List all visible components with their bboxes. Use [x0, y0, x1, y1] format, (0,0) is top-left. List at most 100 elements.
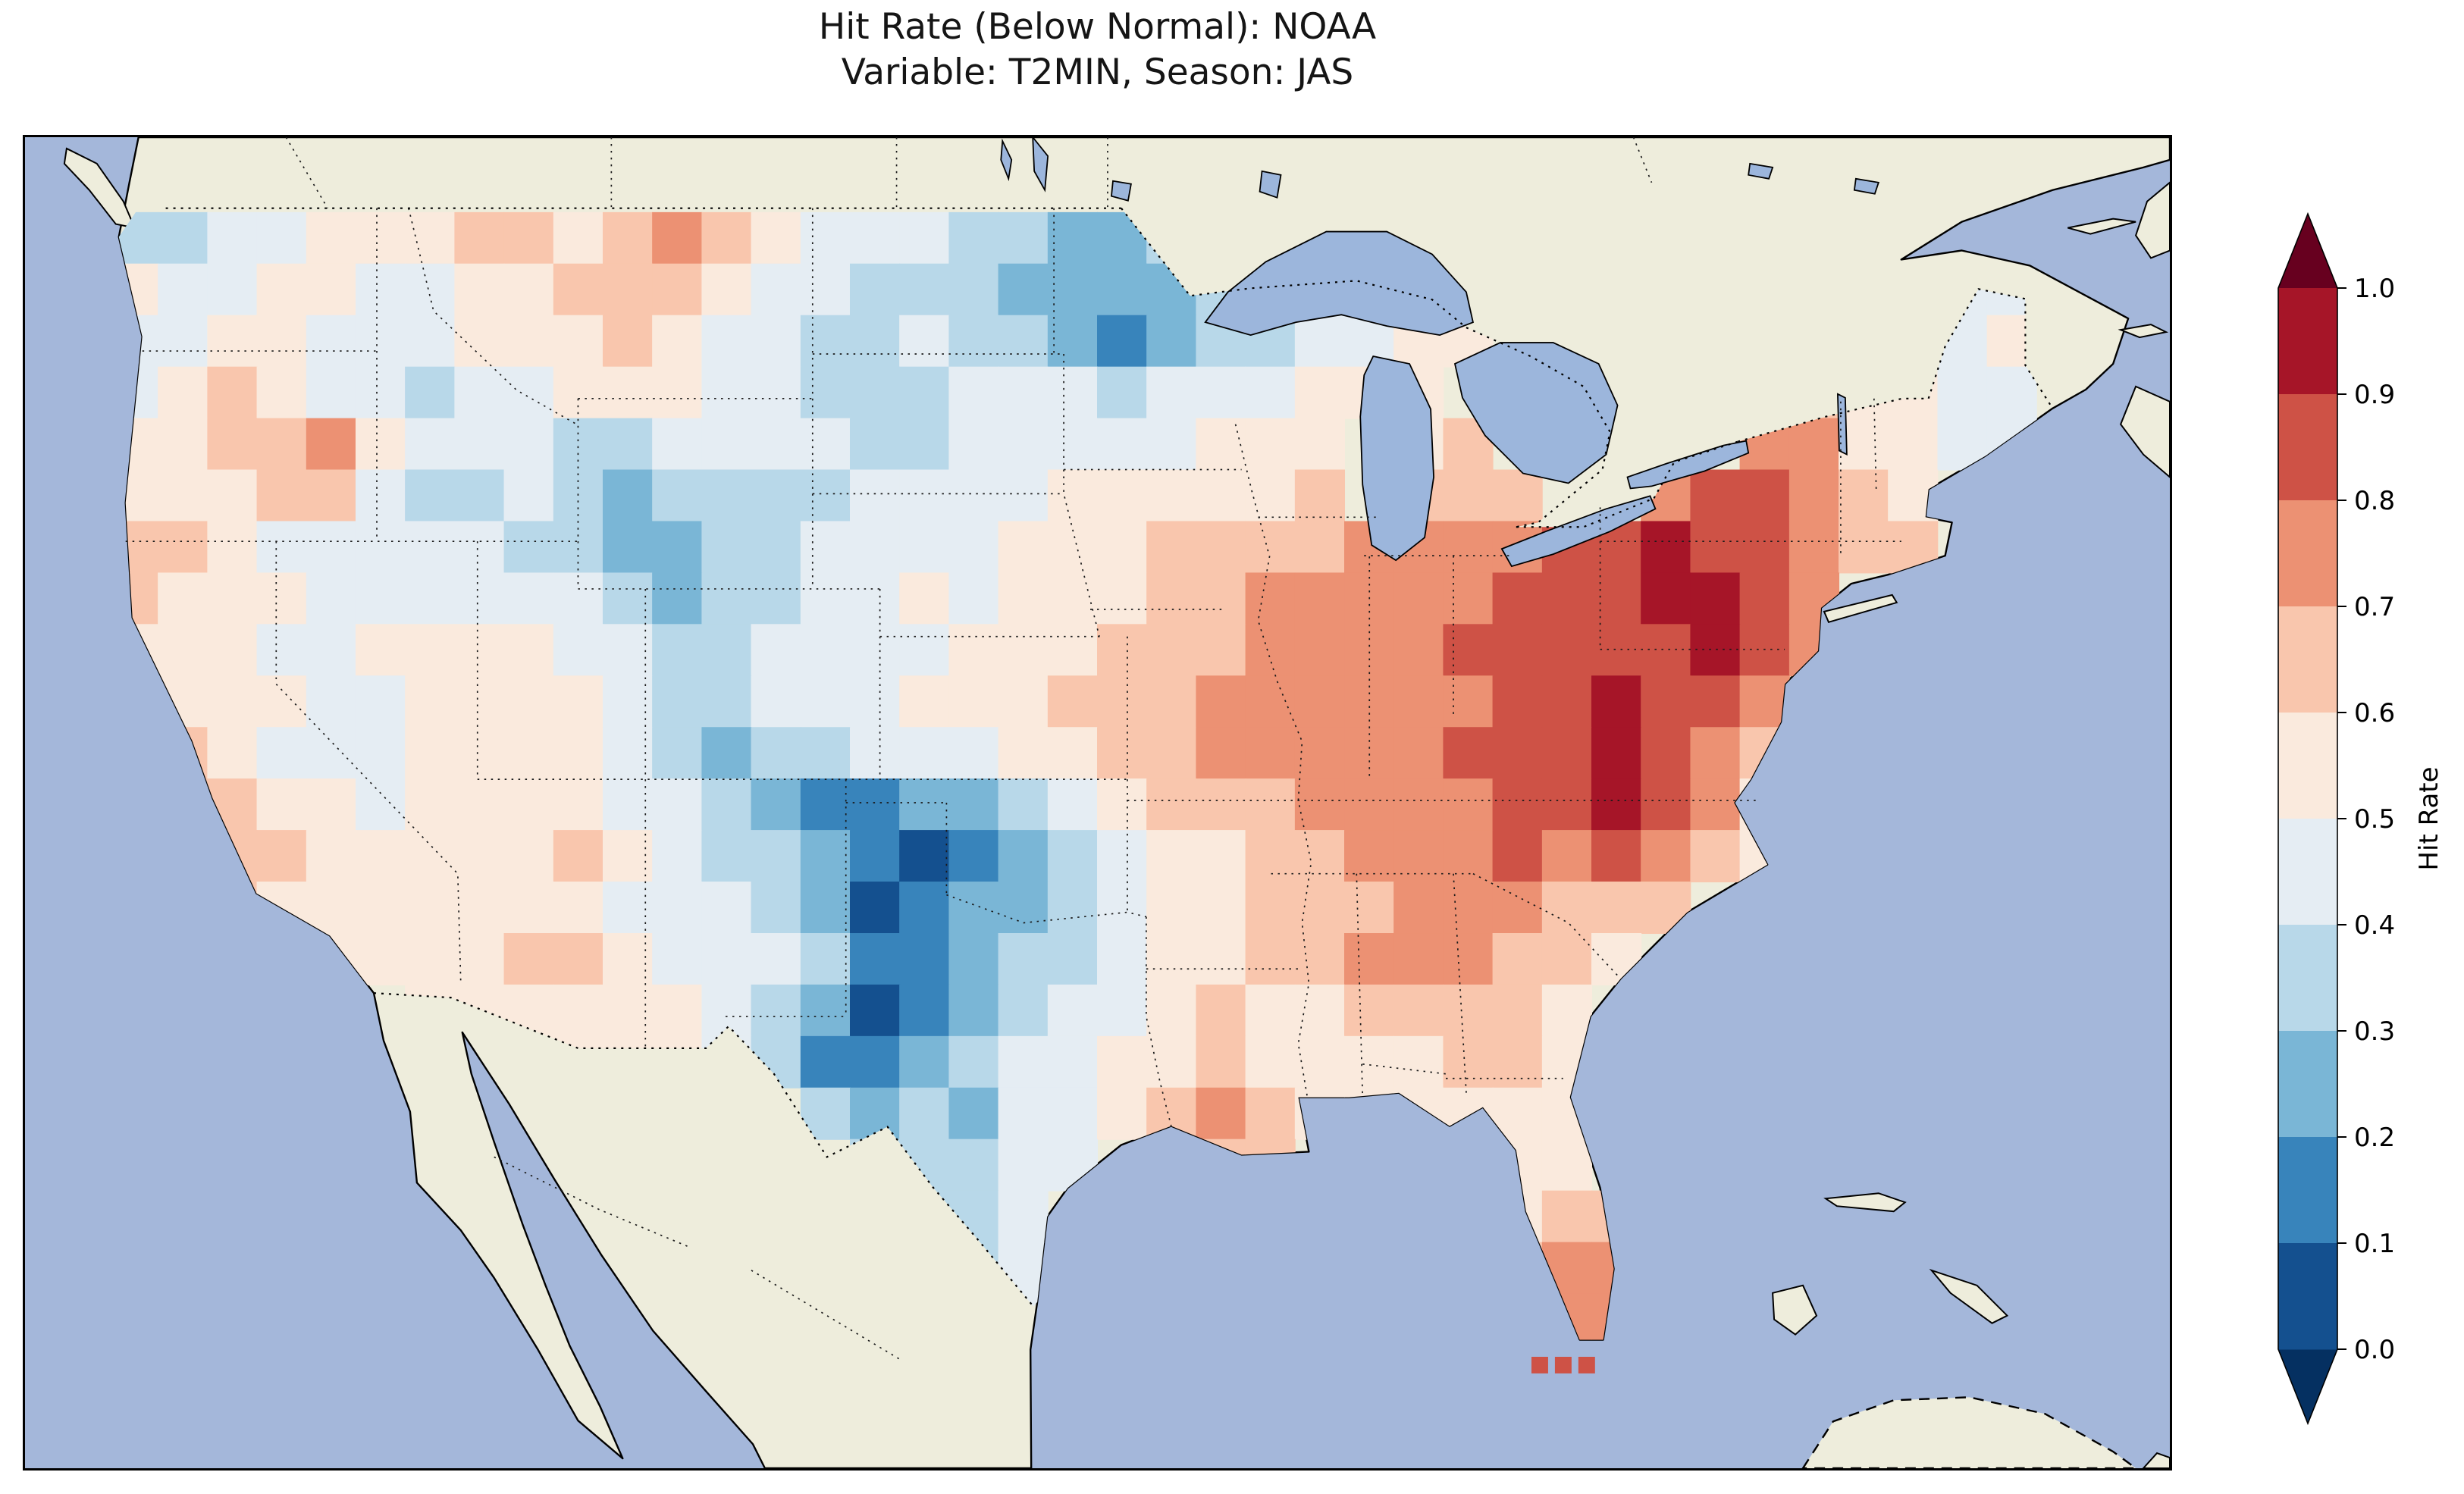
heatmap-cell — [948, 830, 999, 883]
heatmap-cell — [602, 418, 654, 471]
heatmap-cell — [652, 418, 703, 471]
heatmap-cell — [1541, 1190, 1593, 1243]
heatmap-cell — [355, 315, 406, 368]
heatmap-cell — [207, 572, 258, 625]
colorbar-svg: 1.0 0.9 0.8 0.7 0.6 0.5 0.4 0.3 0.2 0.1 0.0 Hit Rat… — [2277, 211, 2444, 1426]
heatmap-cell — [256, 263, 307, 316]
heatmap-cell — [1443, 675, 1494, 728]
heatmap-cell — [256, 675, 307, 728]
heatmap-cell — [1146, 469, 1197, 522]
heatmap-cell — [1245, 727, 1296, 780]
heatmap-cell — [1443, 933, 1494, 985]
heatmap-cell — [1641, 521, 1691, 574]
heatmap-cell — [256, 469, 307, 522]
heatmap-cell — [1097, 675, 1148, 728]
heatmap-cell — [1690, 469, 1741, 522]
heatmap-cell — [454, 211, 505, 265]
heatmap-cell — [1294, 882, 1346, 935]
heatmap-cell — [503, 211, 554, 265]
heatmap-cell — [899, 727, 950, 780]
heatmap-cell — [1245, 984, 1296, 1037]
heatmap-cell — [1492, 778, 1543, 832]
heatmap-cell — [701, 572, 752, 625]
heatmap-cell — [1690, 624, 1741, 677]
heatmap-cell — [256, 572, 307, 625]
heatmap-cell — [1047, 263, 1098, 316]
heatmap-cell — [849, 521, 901, 574]
heatmap-cell — [751, 675, 801, 728]
heatmap-cell — [207, 315, 258, 368]
heatmap-cell — [751, 984, 801, 1037]
heatmap-cell — [405, 778, 456, 832]
heatmap-cell — [1492, 624, 1543, 677]
heatmap-cell — [998, 778, 1049, 832]
heatmap-cell — [306, 418, 356, 471]
colorbar-axis-label: Hit Rate — [2414, 766, 2444, 870]
heatmap-cell — [1344, 1035, 1395, 1088]
heatmap-cell — [1294, 933, 1346, 985]
heatmap-cell — [503, 624, 554, 677]
heatmap-cell — [1146, 675, 1197, 728]
chart-title-line2: Variable: T2MIN, Season: JAS — [841, 52, 1354, 94]
heatmap-cell — [454, 572, 505, 625]
heatmap-cell — [1196, 1035, 1246, 1088]
heatmap-cell — [1492, 882, 1543, 935]
heatmap-cell — [1146, 830, 1197, 883]
heatmap-cell — [1739, 521, 1790, 574]
heatmap-cell — [652, 366, 703, 419]
heatmap-cell — [849, 882, 901, 935]
heatmap-cell — [207, 521, 258, 574]
heatmap-cell — [899, 778, 950, 832]
heatmap-cell — [701, 315, 752, 368]
map-panel — [23, 135, 2172, 1471]
heatmap-cell — [1393, 675, 1444, 728]
florida-keys-cell-1 — [1531, 1357, 1548, 1373]
heatmap-cell — [355, 572, 406, 625]
heatmap-cell — [701, 263, 752, 316]
heatmap-cell — [1739, 624, 1790, 677]
heatmap-cell — [800, 933, 851, 985]
heatmap-cell — [1294, 727, 1346, 780]
heatmap-cell — [207, 675, 258, 728]
heatmap-cell — [701, 778, 752, 832]
heatmap-cell — [1294, 1035, 1346, 1088]
heatmap-cell — [1541, 675, 1593, 728]
chart-title: Hit Rate (Below Normal): NOAA Variable: … — [23, 5, 2172, 96]
heatmap-cell — [948, 1035, 999, 1088]
heatmap-cell — [701, 675, 752, 728]
colorbar-gradient — [2278, 288, 2337, 1350]
heatmap-cell — [256, 211, 307, 265]
heatmap-cell — [306, 675, 356, 728]
heatmap-cell — [355, 675, 406, 728]
heatmap-cell — [355, 624, 406, 677]
colorbar-tick-label: 1.0 — [2354, 274, 2395, 304]
heatmap-cell — [1344, 830, 1395, 883]
heatmap-cell — [849, 675, 901, 728]
heatmap-cell — [1788, 469, 1840, 522]
heatmap-cell — [306, 882, 356, 935]
heatmap-cell — [849, 778, 901, 832]
heatmap-cell — [948, 366, 999, 419]
heatmap-cell — [751, 263, 801, 316]
heatmap-cell — [1047, 572, 1098, 625]
heatmap-cell — [503, 521, 554, 574]
heatmap-cell — [1097, 469, 1148, 522]
heatmap-cell — [602, 521, 654, 574]
heatmap-cell — [849, 263, 901, 316]
heatmap-cell — [1541, 624, 1593, 677]
heatmap-cell — [849, 624, 901, 677]
heatmap-cell — [1294, 830, 1346, 883]
heatmap-cell — [800, 882, 851, 935]
heatmap-cell — [1541, 727, 1593, 780]
florida-keys-cell-2 — [1554, 1357, 1572, 1373]
heatmap-cell — [1097, 1035, 1148, 1088]
heatmap-cell — [355, 469, 406, 522]
colorbar-ticks: 1.0 0.9 0.8 0.7 0.6 0.5 0.4 0.3 0.2 0.1 0.0 — [2337, 274, 2395, 1365]
heatmap-cell — [405, 675, 456, 728]
colorbar-tick-label: 0.9 — [2354, 380, 2395, 410]
heatmap-cell — [405, 315, 456, 368]
heatmap-cell — [1492, 933, 1543, 985]
heatmap-cell — [998, 984, 1049, 1037]
heatmap-cell — [1097, 727, 1148, 780]
heatmap-cell — [1146, 778, 1197, 832]
